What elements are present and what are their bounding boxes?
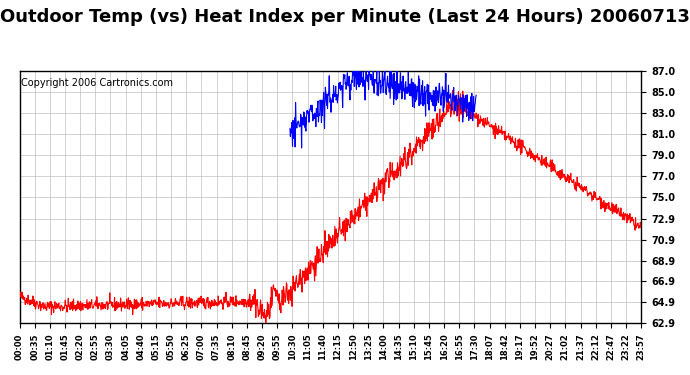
Text: Copyright 2006 Cartronics.com: Copyright 2006 Cartronics.com (21, 78, 172, 88)
Text: Outdoor Temp (vs) Heat Index per Minute (Last 24 Hours) 20060713: Outdoor Temp (vs) Heat Index per Minute … (0, 8, 690, 26)
